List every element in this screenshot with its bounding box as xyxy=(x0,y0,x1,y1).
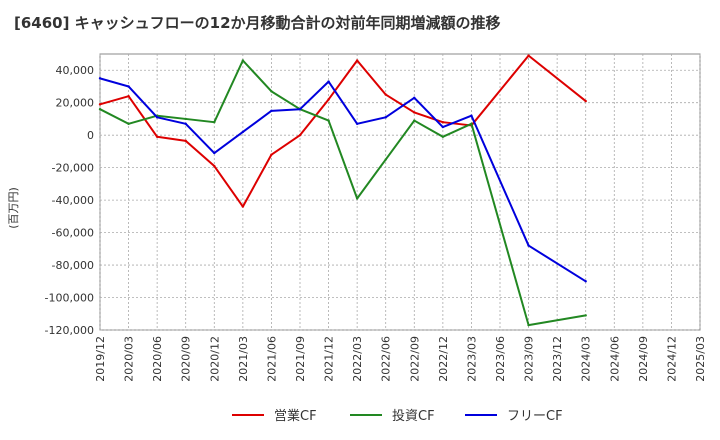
x-tick-label: 2022/09 xyxy=(408,336,421,382)
data-point xyxy=(355,59,359,62)
data-point xyxy=(155,135,159,138)
data-point xyxy=(184,122,187,126)
x-tick-label: 2023/12 xyxy=(551,336,564,382)
data-point xyxy=(241,130,245,134)
y-tick-label: -60,000 xyxy=(52,227,94,240)
data-point xyxy=(98,77,102,80)
x-tick-label: 2021/06 xyxy=(265,336,278,382)
x-tick-label: 2023/06 xyxy=(494,336,507,382)
y-tick-label: 20,000 xyxy=(56,97,95,110)
data-point xyxy=(241,59,245,62)
y-tick-label: -100,000 xyxy=(45,292,94,305)
x-tick-label: 2023/03 xyxy=(465,336,478,382)
data-point xyxy=(527,54,530,57)
plot-area xyxy=(99,53,701,331)
x-tick-label: 2024/06 xyxy=(608,336,621,382)
data-point xyxy=(241,205,245,208)
data-point xyxy=(327,119,330,122)
x-tick-label: 2021/09 xyxy=(294,336,307,382)
series-line-営業CF xyxy=(99,54,587,208)
data-point xyxy=(213,164,216,168)
x-tick-label: 2020/06 xyxy=(151,336,164,382)
data-point xyxy=(127,95,130,98)
x-tick-label: 2024/03 xyxy=(580,336,593,382)
data-point xyxy=(470,114,473,117)
y-axis-label: (百万円) xyxy=(7,187,20,229)
data-point xyxy=(384,116,387,119)
legend: 営業CF 投資CF フリーCF xyxy=(232,408,563,424)
x-tick-label: 2022/12 xyxy=(437,336,450,382)
y-tick-label: -20,000 xyxy=(52,162,94,175)
axis-layer: 2019/12 2020/03 2020/06 2020/09 2020/12 2021/… xyxy=(45,64,707,381)
y-tick-label: 40,000 xyxy=(56,64,95,77)
chart-title: [6460] キャッシュフローの12か月移動合計の対前年同期増減額の推移 xyxy=(14,14,501,32)
data-point xyxy=(527,244,530,247)
y-tick-label: -80,000 xyxy=(52,259,94,272)
data-point xyxy=(413,96,416,100)
x-tick-label: 2023/09 xyxy=(523,336,536,382)
x-tick-label: 2022/03 xyxy=(351,336,364,382)
x-tick-label: 2020/12 xyxy=(208,336,221,382)
data-point xyxy=(584,314,587,317)
x-tick-label: 2022/06 xyxy=(380,336,393,382)
data-point xyxy=(98,103,102,106)
series-layer xyxy=(98,54,587,327)
data-point xyxy=(470,122,473,126)
data-point xyxy=(327,98,330,101)
data-point xyxy=(327,80,330,83)
legend-label: 投資CF xyxy=(392,408,435,424)
data-point xyxy=(527,323,530,327)
data-point xyxy=(270,90,273,93)
x-tick-label: 2025/03 xyxy=(694,336,707,382)
data-point xyxy=(384,158,387,161)
data-point xyxy=(213,151,216,155)
data-point xyxy=(213,120,216,124)
series-line-フリーCF xyxy=(99,77,587,283)
data-point xyxy=(441,125,445,129)
data-point xyxy=(184,139,187,143)
data-point xyxy=(584,99,587,103)
data-point xyxy=(184,117,187,121)
data-point xyxy=(355,197,359,200)
data-point xyxy=(155,116,159,119)
data-point xyxy=(298,133,302,137)
series-line-投資CF xyxy=(99,59,586,327)
x-tick-label: 2020/03 xyxy=(123,336,136,382)
x-tick-label: 2024/12 xyxy=(665,336,678,382)
data-point xyxy=(270,109,273,113)
y-tick-label: -40,000 xyxy=(52,194,94,207)
y-tick-label: -120,000 xyxy=(45,324,94,337)
data-point xyxy=(413,111,416,114)
data-point xyxy=(98,108,102,111)
data-point xyxy=(127,122,130,126)
data-point xyxy=(413,119,416,122)
y-tick-label: 0 xyxy=(87,129,94,142)
x-tick-label: 2024/09 xyxy=(637,336,650,382)
data-point xyxy=(298,108,302,111)
data-point xyxy=(384,93,387,96)
data-point xyxy=(127,85,130,88)
legend-label: フリーCF xyxy=(507,409,563,424)
data-point xyxy=(270,153,273,156)
data-point xyxy=(441,135,445,138)
x-tick-label: 2020/09 xyxy=(180,336,193,382)
x-tick-label: 2019/12 xyxy=(94,336,107,382)
data-point xyxy=(441,120,445,124)
data-point xyxy=(584,280,587,283)
x-tick-label: 2021/12 xyxy=(323,336,336,382)
legend-label: 営業CF xyxy=(274,408,317,424)
grid-layer xyxy=(99,53,701,331)
x-tick-label: 2021/03 xyxy=(237,336,250,382)
data-point xyxy=(355,122,359,126)
